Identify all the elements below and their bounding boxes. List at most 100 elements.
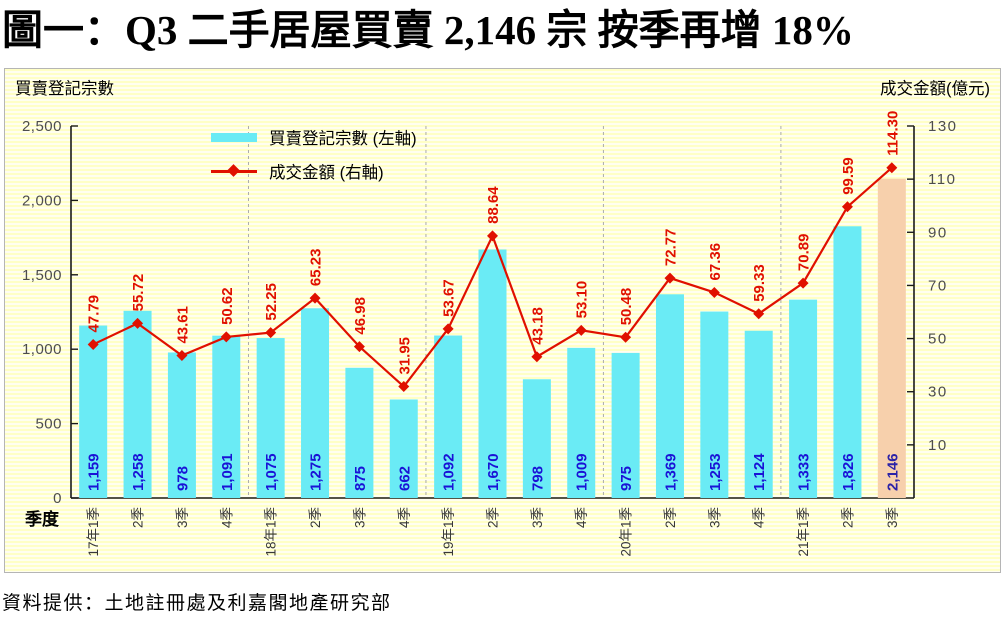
right-axis-tick-label: 110 <box>928 171 956 188</box>
source-credit: 資料提供：土地註冊處及利嘉閣地產研究部 <box>2 593 392 614</box>
x-axis-tick-label: 17年1季 <box>86 507 101 557</box>
line-marker-diamond <box>132 317 144 329</box>
x-axis-tick-label: 2季 <box>486 507 501 528</box>
x-axis-tick-label-group: 3季 <box>707 507 722 528</box>
line-value-label-group: 72.77 <box>662 229 679 267</box>
line-value-label-group: 52.25 <box>263 283 280 321</box>
line-value-label-group: 47.79 <box>86 295 103 333</box>
x-axis-tick-label: 3季 <box>530 507 545 528</box>
bar <box>567 347 596 498</box>
line-marker-diamond <box>575 324 587 336</box>
x-axis-tick-label: 3季 <box>352 507 367 528</box>
bar-value-label-group: 975 <box>618 466 635 491</box>
bar-value-label-group: 1,826 <box>840 453 857 491</box>
right-axis-tick-label: 130 <box>928 118 958 135</box>
line-value-label-group: 55.72 <box>130 274 147 312</box>
bar-highlighted <box>877 178 906 498</box>
bar-value-label: 1,075 <box>263 453 280 491</box>
bar-value-label: 1,670 <box>485 453 502 491</box>
left-axis-tick-label: 1,500 <box>22 267 62 284</box>
line-value-label-group: 43.18 <box>529 307 546 345</box>
left-axis-tick-label: 500 <box>35 416 62 433</box>
bar <box>123 310 152 498</box>
line-value-label: 50.48 <box>618 288 635 326</box>
bar-value-label-group: 1,075 <box>263 453 280 491</box>
bar <box>79 325 108 498</box>
bar-value-label: 875 <box>352 466 369 491</box>
bar-value-label-group: 875 <box>352 466 369 491</box>
line-value-label: 70.89 <box>796 234 813 272</box>
bar <box>167 352 196 498</box>
legend-label-bars: 買賣登記宗數 (左軸) <box>269 130 417 148</box>
x-axis-tick-label-group: 17年1季 <box>86 507 101 557</box>
line-marker-diamond <box>886 162 898 174</box>
line-value-label: 55.72 <box>130 274 147 312</box>
bar-value-label-group: 2,146 <box>884 453 901 491</box>
x-axis-tick-label: 3季 <box>175 507 190 528</box>
x-axis-tick-label: 3季 <box>885 507 900 528</box>
bar <box>389 399 418 498</box>
line-value-label: 88.64 <box>485 186 502 224</box>
bar-value-label-group: 1,159 <box>86 453 103 491</box>
line-value-label: 99.59 <box>840 157 857 195</box>
bar <box>611 352 640 498</box>
bar <box>744 330 773 498</box>
bar-value-label: 1,009 <box>574 453 591 491</box>
line-value-label: 59.33 <box>751 264 768 302</box>
line-value-label-group: 114.30 <box>884 111 901 156</box>
line-value-label: 72.77 <box>662 229 679 267</box>
right-axis-tick-label: 30 <box>928 384 948 401</box>
line-value-label: 43.61 <box>174 306 191 344</box>
x-axis-tick-label-group: 2季 <box>131 507 146 528</box>
right-axis-tick-label: 10 <box>928 437 948 454</box>
line-value-label-group: 99.59 <box>840 157 857 195</box>
line-value-label: 52.25 <box>263 283 280 321</box>
x-axis-tick-label: 4季 <box>752 507 767 528</box>
line-marker-diamond <box>265 327 277 339</box>
bar-value-label: 978 <box>174 466 191 491</box>
bar-value-label-group: 1,092 <box>441 453 458 491</box>
line-value-label: 53.67 <box>441 279 458 317</box>
x-axis-tick-label-group: 4季 <box>574 507 589 528</box>
bar-value-label: 975 <box>618 466 635 491</box>
line-value-label-group: 88.64 <box>485 186 502 224</box>
x-axis-tick-label-group: 3季 <box>352 507 367 528</box>
x-axis-tick-label: 18年1季 <box>264 507 279 557</box>
x-axis-tick-label: 2季 <box>840 507 855 528</box>
line-marker-diamond <box>708 286 720 298</box>
bar-value-label: 1,091 <box>219 453 236 491</box>
line-value-label: 47.79 <box>86 295 103 333</box>
right-axis-tick-label: 50 <box>928 331 948 348</box>
bar-value-label: 1,333 <box>796 453 813 491</box>
line-marker-diamond <box>797 277 809 289</box>
left-axis-tick-label: 1,000 <box>22 341 62 358</box>
line-value-label: 65.23 <box>308 249 325 287</box>
x-axis-tick-label: 4季 <box>219 507 234 528</box>
x-axis-tick-label: 20年1季 <box>619 507 634 557</box>
line-marker-diamond <box>353 341 365 353</box>
bar-value-label-group: 1,258 <box>130 453 147 491</box>
bar <box>655 294 684 498</box>
line-marker-diamond <box>398 381 410 393</box>
line-marker-diamond <box>487 230 498 242</box>
line-value-label: 67.36 <box>707 243 724 281</box>
x-axis-tick-label-group: 4季 <box>752 507 767 528</box>
right-axis-title: 成交金額(億元) <box>880 80 990 98</box>
x-axis-tick-label-group: 3季 <box>530 507 545 528</box>
bar <box>478 249 507 498</box>
line-value-label: 50.62 <box>219 287 236 325</box>
line-marker-diamond <box>753 308 765 320</box>
x-axis-tick-label: 4季 <box>574 507 589 528</box>
bar-value-label: 1,826 <box>840 453 857 491</box>
line-value-label-group: 67.36 <box>707 243 724 281</box>
x-axis-tick-label: 21年1季 <box>796 507 811 557</box>
line-value-label-group: 31.95 <box>396 337 413 375</box>
bar-value-label-group: 1,333 <box>796 453 813 491</box>
line-marker-diamond <box>176 350 188 362</box>
bar-value-label: 2,146 <box>884 453 901 491</box>
x-axis-tick-label-group: 2季 <box>308 507 323 528</box>
line-marker-diamond <box>620 331 632 343</box>
x-axis-tick-label-group: 3季 <box>175 507 190 528</box>
bar <box>212 335 241 498</box>
